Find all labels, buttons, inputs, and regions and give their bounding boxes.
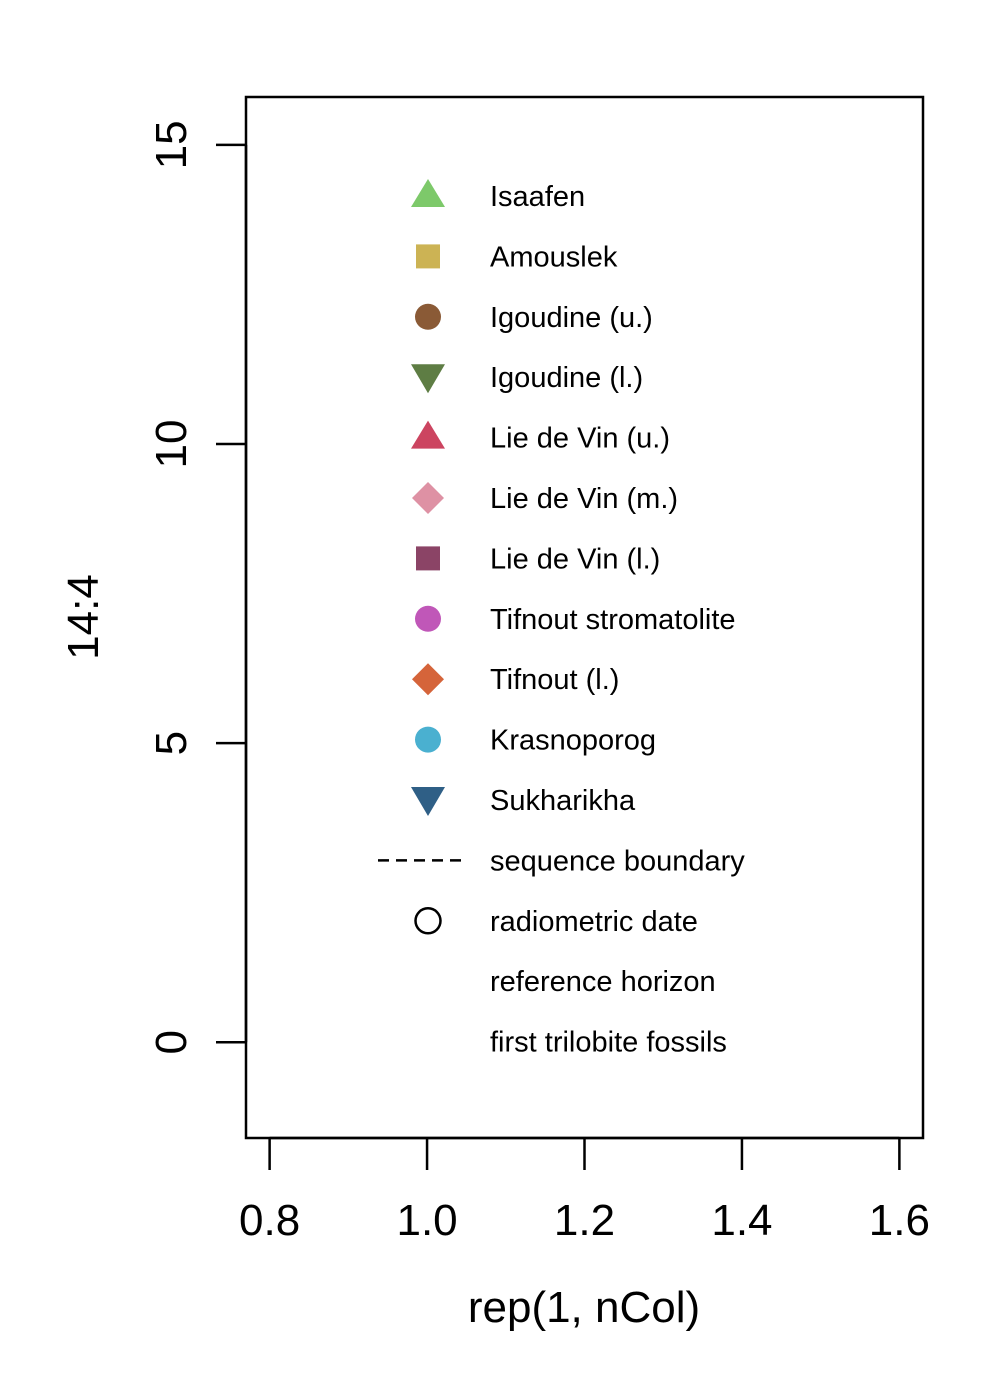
legend-item: Lie de Vin (u.) [411,420,670,455]
x-tick-label: 1.6 [869,1196,930,1245]
legend-symbol-circle [415,303,441,330]
x-tick-label: 1.4 [711,1196,772,1245]
y-tick-label: 5 [147,731,196,755]
x-tick-label: 0.8 [239,1196,300,1245]
y-tick-label: 15 [147,120,196,169]
legend-symbol-triangle-down [411,787,445,816]
legend-label: radiometric date [490,906,698,938]
legend-label: Tifnout stromatolite [490,604,736,636]
x-axis: 0.8 1.0 1.2 1.4 1.6 [239,1136,930,1245]
legend-item: Tifnout (l.) [412,663,619,696]
legend-label: Igoudine (u.) [490,302,653,334]
legend-item: Amouslek [416,241,618,273]
legend-item: Lie de Vin (m.) [412,482,678,515]
legend-label: Amouslek [490,241,618,273]
legend-symbol-circle [415,726,441,753]
x-axis-label: rep(1, nCol) [468,1283,700,1332]
legend: Isaafen Amouslek Igoudine (u.) Igoudine (l.… [378,179,745,1059]
legend-item: Isaafen [411,179,585,213]
legend-item: radiometric date [414,906,698,938]
legend-item: Igoudine (l.) [411,362,643,394]
legend-symbol-square [416,546,440,571]
y-axis: 0 5 10 15 [147,120,248,1055]
legend-symbol-triangle-up [411,179,445,207]
legend-label: sequence boundary [490,845,745,877]
legend-item: sequence boundary [378,845,745,877]
legend-symbol-triangle-down [411,364,445,394]
legend-label: Lie de Vin (u.) [490,423,670,455]
y-tick-label: 0 [147,1030,196,1054]
legend-item: first trilobite fossils [490,1027,727,1059]
legend-item: Lie de Vin (l.) [416,543,660,575]
legend-label: reference horizon [490,966,716,998]
legend-label: Krasnoporog [490,725,656,757]
legend-item: Tifnout stromatolite [415,604,736,636]
y-axis-label: 14:4 [59,574,108,660]
legend-symbol-circle [415,605,441,632]
legend-label: first trilobite fossils [490,1027,727,1059]
legend-item: Igoudine (u.) [415,302,653,334]
legend-item: reference horizon [490,966,716,998]
legend-symbol-square [416,244,440,269]
legend-label: Isaafen [490,181,585,213]
legend-symbol-open-circle [414,907,442,935]
legend-item: Sukharikha [411,785,636,817]
legend-label: Lie de Vin (m.) [490,483,678,515]
legend-symbol-diamond [412,663,444,696]
legend-label: Lie de Vin (l.) [490,543,660,575]
x-tick-label: 1.2 [554,1196,615,1245]
legend-label: Igoudine (l.) [490,362,643,394]
y-tick-label: 10 [147,420,196,469]
legend-label: Tifnout (l.) [490,664,619,696]
legend-label: Sukharikha [490,785,636,817]
x-tick-label: 1.0 [396,1196,457,1245]
legend-symbol-diamond [412,482,444,514]
legend-item: Krasnoporog [415,725,656,757]
legend-symbol-triangle-up [411,420,445,449]
